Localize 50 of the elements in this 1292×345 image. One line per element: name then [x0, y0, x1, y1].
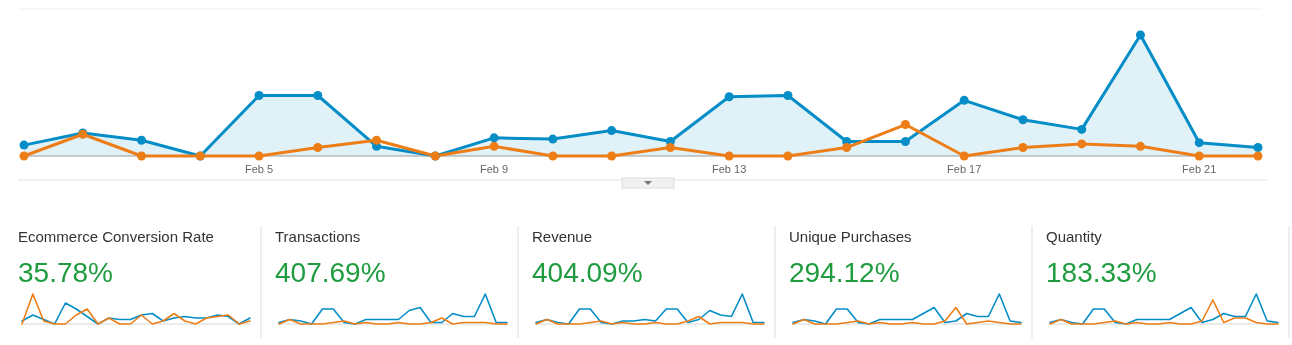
point	[959, 95, 969, 105]
point	[313, 143, 323, 153]
point	[665, 143, 675, 153]
chart-subtitle: 294.12%	[789, 257, 900, 288]
point	[1253, 143, 1263, 153]
point	[900, 120, 910, 130]
chart-subtitle: 404.09%	[532, 257, 643, 288]
x-tick-label: Feb 9	[480, 163, 509, 175]
point	[1018, 143, 1028, 153]
point	[548, 134, 558, 144]
chart-subtitle: 183.33%	[1046, 257, 1157, 288]
chart-title: Ecommerce Conversion Rate	[18, 228, 214, 245]
chart-title: Revenue	[532, 228, 593, 245]
point	[1018, 115, 1028, 125]
chart-title: Transactions	[275, 228, 361, 245]
chart-subtitle: 35.78%	[18, 257, 113, 288]
chart-title: Unique Purchases	[789, 228, 912, 245]
point	[724, 151, 734, 161]
point	[1135, 141, 1145, 151]
point	[1077, 139, 1087, 149]
point	[900, 136, 910, 146]
point	[1135, 30, 1145, 40]
point	[783, 91, 793, 100]
x-tick-label: Feb 13	[712, 163, 747, 175]
chart-title: Quantity	[1046, 228, 1103, 245]
point	[489, 141, 499, 151]
point	[19, 151, 29, 161]
point	[1194, 151, 1204, 161]
point	[842, 143, 852, 153]
point	[1077, 124, 1087, 134]
point	[959, 151, 969, 161]
point	[489, 133, 499, 143]
point	[783, 151, 793, 161]
x-tick-label: Feb 5	[244, 163, 274, 175]
point	[254, 91, 264, 100]
point	[254, 151, 264, 161]
point	[1194, 138, 1204, 148]
point	[724, 92, 734, 102]
point	[607, 126, 617, 136]
x-tick-label: Feb 17	[947, 163, 982, 175]
point	[137, 151, 147, 161]
point	[607, 151, 617, 161]
x-tick-label: Feb 21	[1182, 163, 1217, 175]
point	[19, 140, 29, 150]
chart-subtitle: 407.69%	[275, 257, 386, 288]
point	[1253, 151, 1263, 161]
point	[313, 91, 323, 100]
point	[372, 135, 382, 145]
point	[137, 135, 147, 145]
point	[548, 151, 558, 161]
